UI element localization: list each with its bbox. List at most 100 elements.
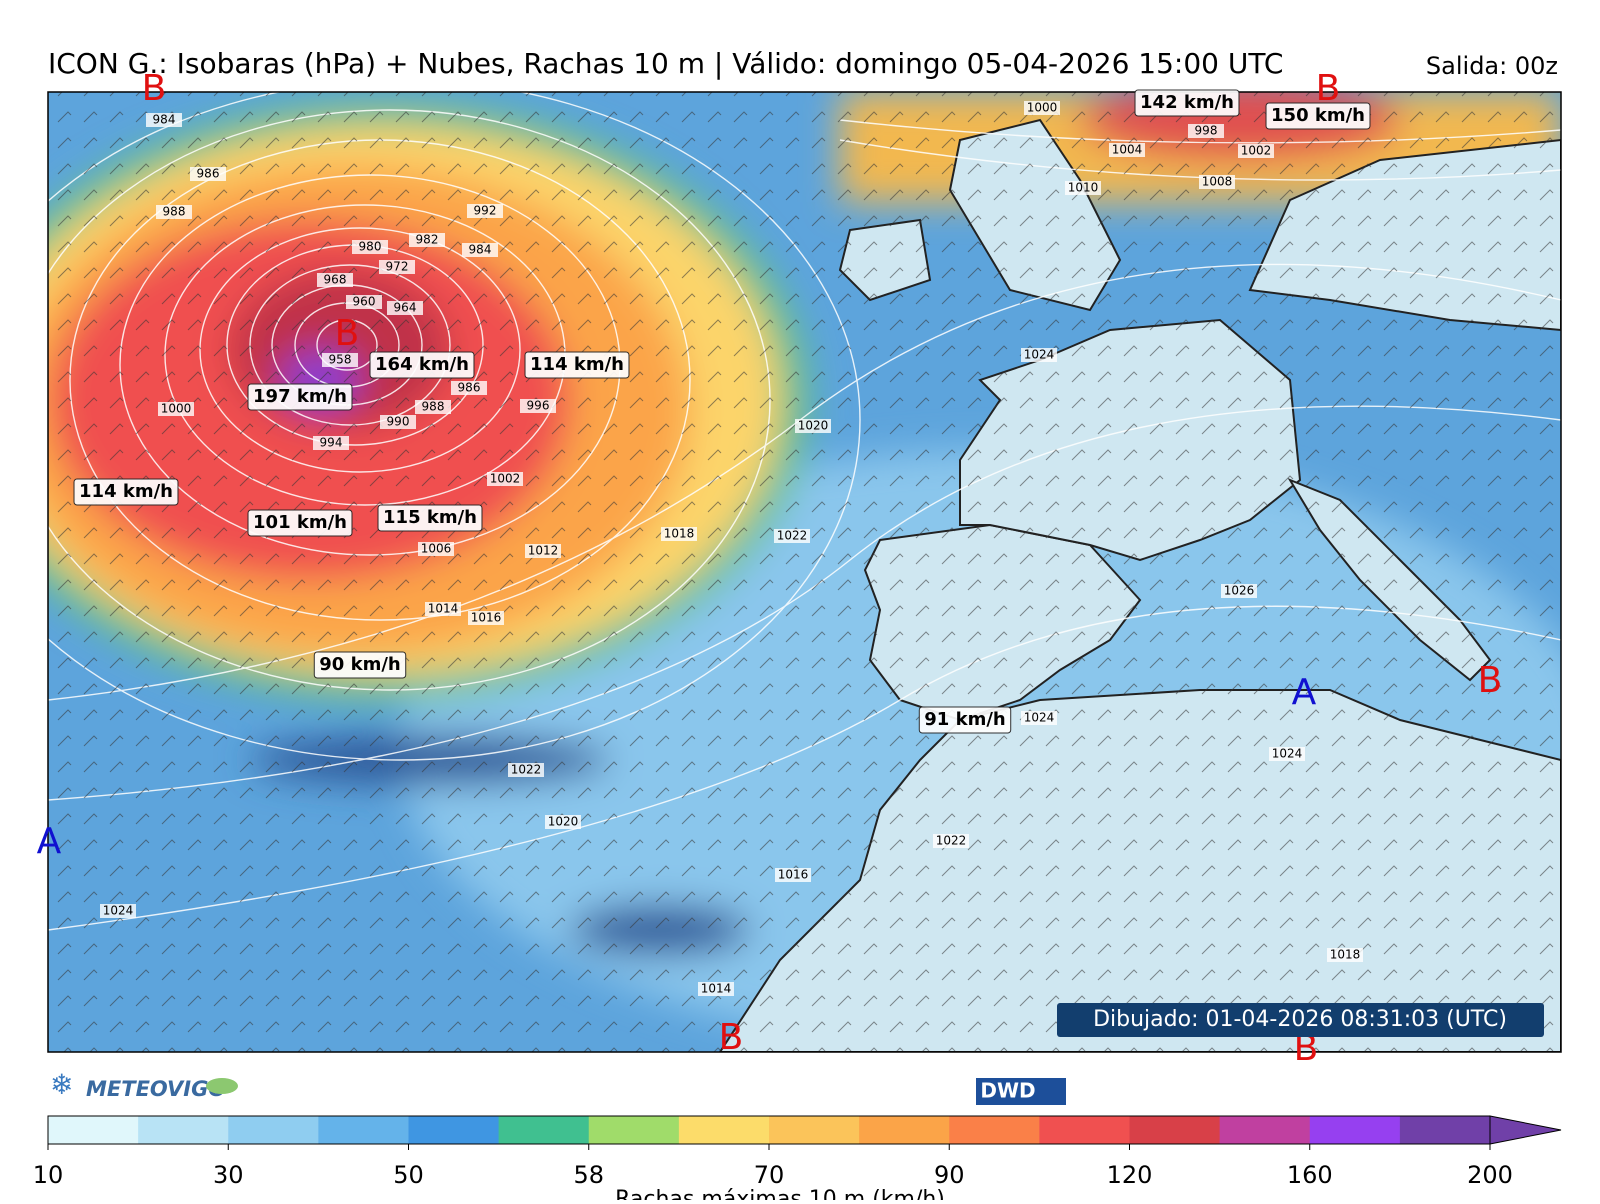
isobar-label-bg bbox=[418, 542, 454, 556]
colorbar-tick-label: 90 bbox=[934, 1161, 965, 1189]
isobar-label: 1014 bbox=[701, 982, 732, 996]
isobar-label-bg bbox=[190, 167, 226, 181]
isobar-label: 998 bbox=[1195, 124, 1218, 138]
gust-label: 114 km/h bbox=[530, 354, 624, 375]
isobar-label: 984 bbox=[469, 243, 492, 257]
isobar-label: 1026 bbox=[1224, 584, 1255, 598]
isobar-label-bg bbox=[545, 815, 581, 829]
gust-label: 197 km/h bbox=[253, 386, 347, 407]
drawn-time: Dibujado: 01-04-2026 08:31:03 (UTC) bbox=[1093, 1007, 1507, 1032]
colorbar-segment bbox=[318, 1116, 409, 1144]
isobar-label: 996 bbox=[527, 399, 550, 413]
gust-label: 150 km/h bbox=[1271, 105, 1365, 126]
isobar-label: 960 bbox=[353, 295, 376, 309]
gust-label: 101 km/h bbox=[253, 512, 347, 533]
isobar-label-bg bbox=[1269, 747, 1305, 761]
wind-barbs bbox=[48, 92, 1561, 1052]
gust-label-bg bbox=[313, 651, 407, 679]
colorbar-segment bbox=[1039, 1116, 1130, 1144]
pressure-center: B bbox=[1316, 68, 1341, 109]
isobar-label: 986 bbox=[458, 381, 481, 395]
map-field bbox=[48, 92, 1561, 1052]
colorbar-tick-label: 160 bbox=[1287, 1161, 1333, 1189]
colorbar-label: Rachas máximas 10 m (km/h) bbox=[615, 1187, 945, 1200]
isobar-label-bg bbox=[322, 353, 358, 367]
gust-label: 142 km/h bbox=[1140, 92, 1234, 113]
colorbar-tick-label: 30 bbox=[213, 1161, 244, 1189]
pressure-center: B bbox=[1478, 660, 1503, 701]
gust-label-bg bbox=[247, 509, 353, 537]
isobar-label-bg bbox=[468, 611, 504, 625]
isobar-label-bg bbox=[1065, 181, 1101, 195]
gust-label: 114 km/h bbox=[79, 481, 173, 502]
isobar-label-bg bbox=[1024, 101, 1060, 115]
colorbar-tick-label: 50 bbox=[393, 1161, 424, 1189]
isobar-label: 1016 bbox=[471, 611, 502, 625]
isobar-label: 1018 bbox=[1330, 948, 1361, 962]
map-title: ICON G.: Isobaras (hPa) + Nubes, Rachas … bbox=[48, 47, 1283, 80]
isobar-label: 1008 bbox=[1202, 175, 1233, 189]
gust-label: 115 km/h bbox=[383, 507, 477, 528]
isobar-label: 1024 bbox=[1024, 348, 1055, 362]
isobar-label: 972 bbox=[386, 260, 409, 274]
colorbar-segment bbox=[1129, 1116, 1221, 1144]
isobar-label: 984 bbox=[153, 113, 176, 127]
isobar-label: 1000 bbox=[161, 402, 192, 416]
isobar-label: 990 bbox=[387, 415, 410, 429]
isobar-label-bg bbox=[1021, 711, 1057, 725]
isobar-label-bg bbox=[933, 834, 969, 848]
gust-label-bg bbox=[1134, 89, 1240, 117]
colorbar-segment bbox=[588, 1116, 680, 1144]
isobar-label-bg bbox=[409, 233, 445, 247]
isobar-label: 1022 bbox=[936, 834, 967, 848]
isobar-label: 992 bbox=[474, 204, 497, 218]
isobar-label-bg bbox=[346, 295, 382, 309]
isobar-label-bg bbox=[380, 415, 416, 429]
gust-label-bg bbox=[918, 706, 1012, 734]
isobar-label: 1002 bbox=[1241, 144, 1272, 158]
colorbar-segment bbox=[408, 1116, 500, 1144]
isobar-label-bg bbox=[1238, 144, 1274, 158]
isobar-label: 1022 bbox=[777, 529, 808, 543]
colorbar-tick-label: 70 bbox=[754, 1161, 785, 1189]
isobar-label: 1006 bbox=[421, 542, 452, 556]
pressure-center: B bbox=[142, 68, 167, 109]
isobar-label-bg bbox=[1021, 348, 1057, 362]
run-label: Salida: 00z bbox=[1426, 52, 1558, 80]
isobar-label-bg bbox=[146, 113, 182, 127]
isobar-label: 1004 bbox=[1112, 143, 1143, 157]
isobar-label: 988 bbox=[422, 400, 445, 414]
colorbar-segment bbox=[949, 1116, 1040, 1144]
isobar-label-bg bbox=[775, 868, 811, 882]
isobar-label: 1024 bbox=[1272, 747, 1303, 761]
gust-label: 91 km/h bbox=[924, 709, 1005, 730]
isobar-label-bg bbox=[313, 436, 349, 450]
colorbar-segment bbox=[48, 1116, 139, 1144]
isobar-label-bg bbox=[508, 763, 544, 777]
isobar-label-bg bbox=[1109, 143, 1145, 157]
pressure-center: A bbox=[1292, 672, 1317, 713]
isobar-label-bg bbox=[520, 399, 556, 413]
colorbar-tick-label: 200 bbox=[1467, 1161, 1513, 1189]
isobar-label-bg bbox=[317, 273, 353, 287]
colorbar-segment bbox=[228, 1116, 319, 1144]
isobar-label-bg bbox=[661, 527, 697, 541]
gust-label-bg bbox=[524, 351, 630, 379]
gust-label-bg bbox=[1265, 102, 1371, 130]
isobar-label-bg bbox=[451, 381, 487, 395]
gust-label-bg bbox=[73, 478, 179, 506]
colorbar-extend bbox=[1489, 1115, 1562, 1145]
colorbar-segment bbox=[859, 1116, 950, 1144]
isobar-label-bg bbox=[795, 419, 831, 433]
isobar-label-bg bbox=[100, 904, 136, 918]
gust-label: 90 km/h bbox=[319, 654, 400, 675]
isobar-label: 982 bbox=[416, 233, 439, 247]
colorbar-segment bbox=[769, 1116, 860, 1144]
isobar-label: 986 bbox=[197, 167, 220, 181]
meteovigo-logo: METEOVIGO bbox=[86, 1077, 226, 1101]
isobar-label-bg bbox=[1188, 124, 1224, 138]
isobar-label: 1010 bbox=[1068, 181, 1099, 195]
gust-label-bg bbox=[369, 351, 475, 379]
isobar-label-bg bbox=[462, 243, 498, 257]
